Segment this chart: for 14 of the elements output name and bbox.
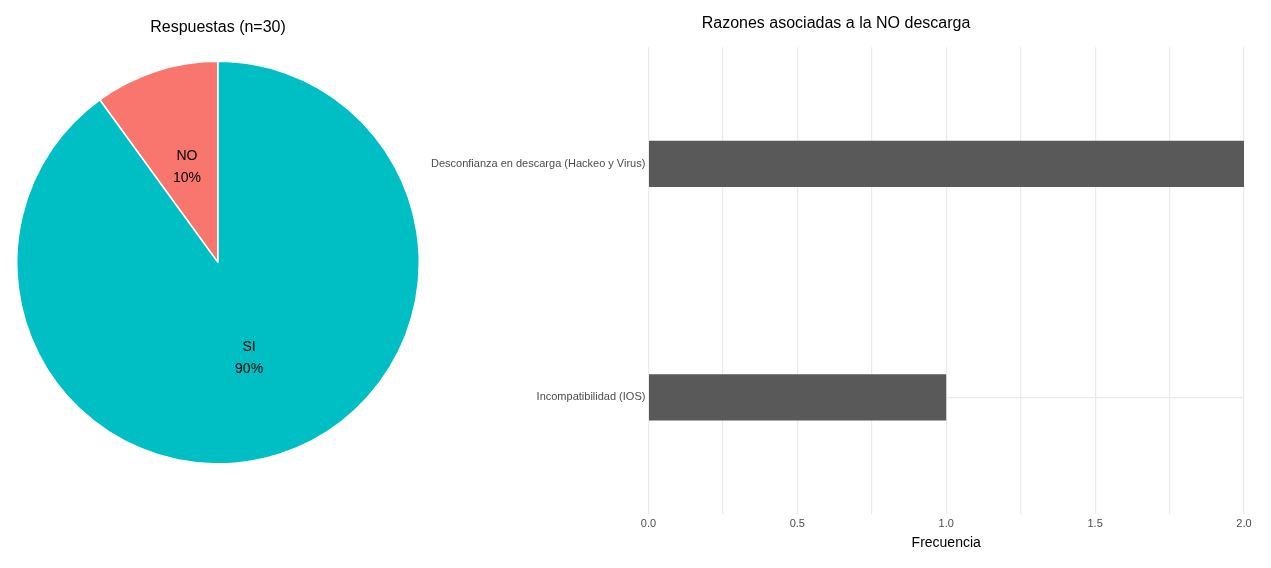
x-tick-label: 1.5 — [1087, 516, 1103, 529]
y-tick-label: Incompatibilidad (IOS) — [536, 390, 646, 403]
y-tick-label: Desconfianza en descarga (Hackeo y Virus) — [431, 156, 646, 169]
data-label: 90% — [235, 360, 264, 377]
slice-label: SI — [242, 338, 256, 355]
x-tick-label: 0.5 — [789, 516, 805, 529]
data-label: 10% — [172, 168, 201, 185]
x-axis-title: Frecuencia — [911, 534, 982, 551]
chart-title: Respuestas (n=30) — [150, 18, 286, 36]
x-tick-label: 1.0 — [938, 516, 954, 529]
chart-title: Razones asociadas a la NO descarga — [701, 14, 971, 32]
slice-label: NO — [176, 146, 198, 163]
x-tick-label: 0.0 — [640, 516, 657, 529]
x-tick-label: 2.0 — [1236, 516, 1252, 529]
